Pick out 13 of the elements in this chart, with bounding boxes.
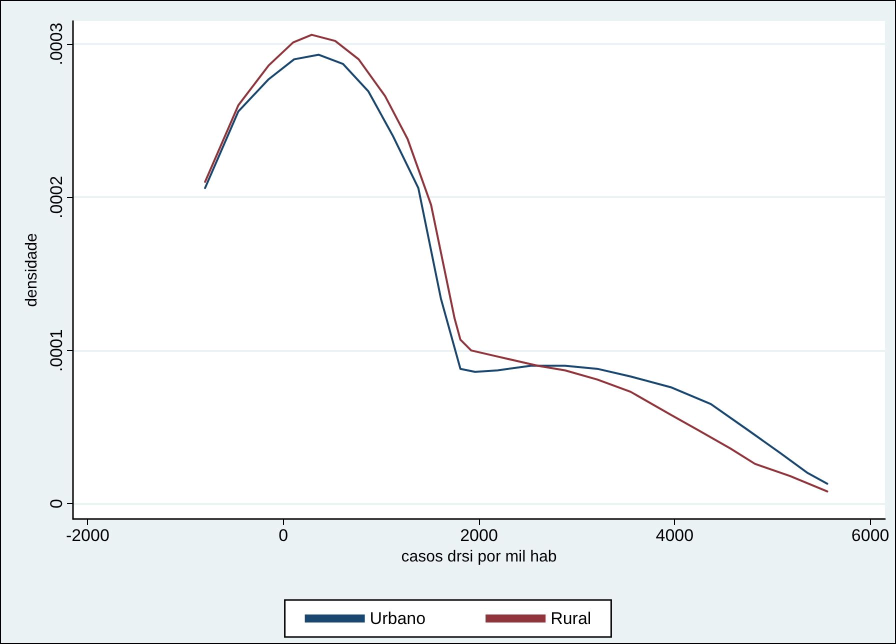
y-axis-title: densidade — [24, 232, 41, 307]
legend-label: Rural — [550, 609, 592, 628]
y-tick-label: .0002 — [47, 176, 66, 218]
x-tick-label: -2000 — [66, 526, 110, 545]
x-tick-label: 0 — [278, 526, 288, 545]
x-tick-label: 2000 — [460, 526, 498, 545]
y-tick-label: .0001 — [47, 329, 66, 372]
x-axis-title: casos drsi por mil hab — [401, 548, 557, 566]
x-tick-label: 4000 — [656, 526, 694, 545]
legend-label: Urbano — [370, 609, 426, 628]
x-tick-label: 6000 — [851, 526, 890, 545]
y-tick-label: 0 — [47, 498, 66, 508]
y-tick-label: .0003 — [47, 22, 66, 66]
